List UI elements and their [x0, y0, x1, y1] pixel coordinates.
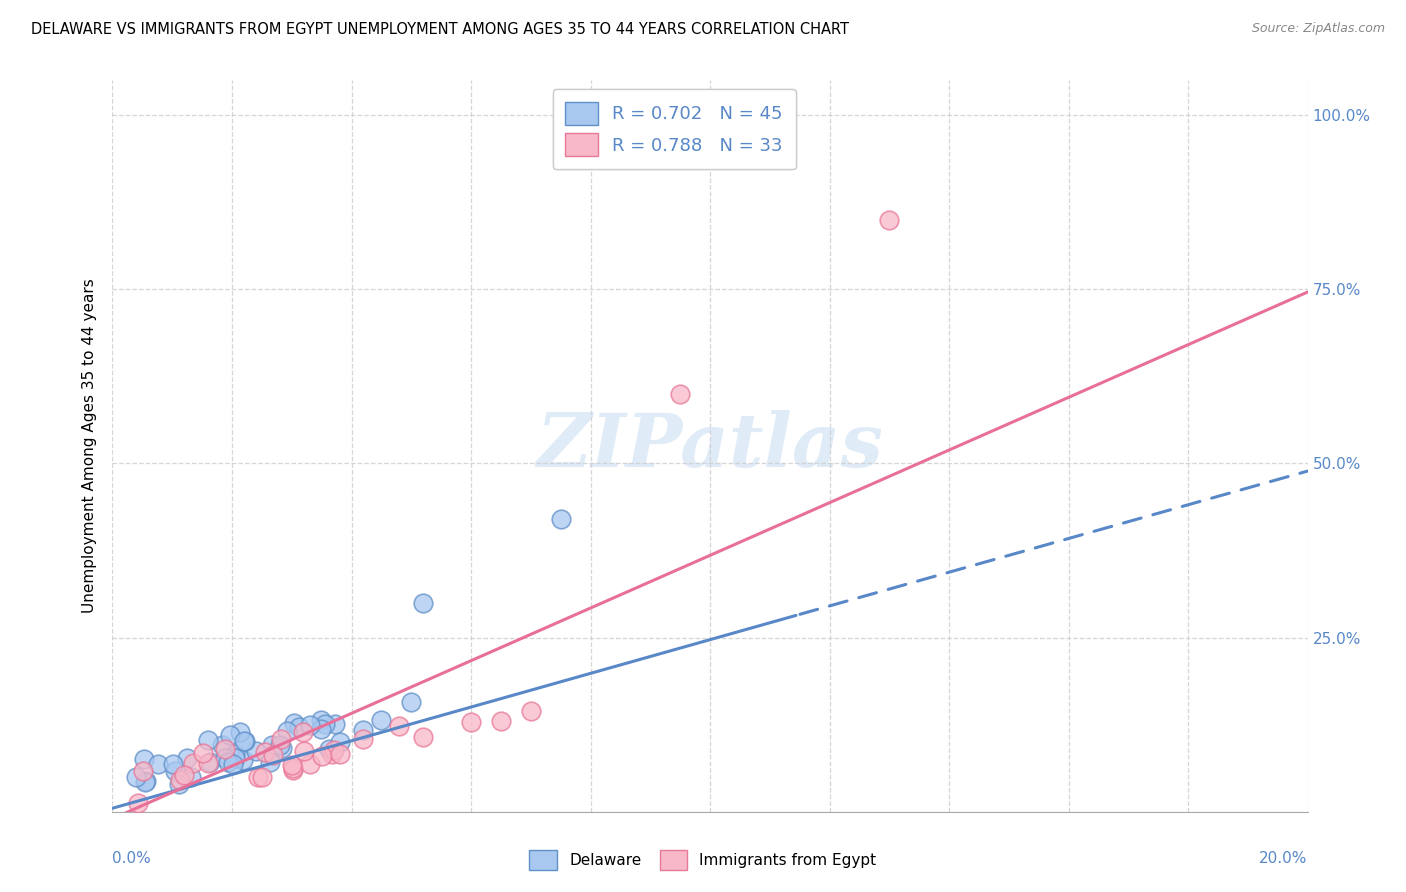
Point [321, 747, 343, 761]
Point [148, 756, 170, 771]
Point [270, 732, 292, 747]
Point [180, 770, 202, 784]
Point [197, 732, 219, 747]
Point [131, 764, 153, 778]
Text: 0.0%: 0.0% [112, 851, 152, 865]
Point [460, 714, 482, 729]
Point [135, 773, 157, 788]
Point [245, 743, 267, 757]
Point [224, 751, 246, 765]
Point [314, 716, 336, 731]
Point [229, 725, 252, 739]
Point [181, 756, 204, 770]
Point [219, 728, 242, 742]
Point [217, 755, 239, 769]
Legend: R = 0.702   N = 45, R = 0.788   N = 33: R = 0.702 N = 45, R = 0.788 N = 33 [553, 89, 796, 169]
Point [401, 695, 423, 709]
Point [311, 749, 333, 764]
Point [283, 716, 305, 731]
Text: 20.0%: 20.0% [1260, 851, 1308, 865]
Point [281, 763, 304, 777]
Point [124, 770, 146, 784]
Point [281, 761, 304, 775]
Point [520, 704, 543, 718]
Text: DELAWARE VS IMMIGRANTS FROM EGYPT UNEMPLOYMENT AMONG AGES 35 TO 44 YEARS CORRELA: DELAWARE VS IMMIGRANTS FROM EGYPT UNEMPL… [31, 22, 849, 37]
Point [259, 755, 281, 769]
Point [173, 768, 195, 782]
Point [233, 734, 256, 748]
Point [270, 741, 292, 756]
Point [269, 739, 291, 753]
Point [412, 730, 434, 744]
Point [291, 725, 314, 739]
Point [224, 747, 246, 762]
Point [176, 751, 198, 765]
Point [246, 770, 269, 784]
Point [163, 764, 186, 778]
Point [298, 756, 321, 771]
Point [353, 731, 375, 746]
Point [879, 212, 901, 227]
Point [222, 757, 245, 772]
Point [669, 386, 692, 401]
Text: Source: ZipAtlas.com: Source: ZipAtlas.com [1251, 22, 1385, 36]
Point [550, 512, 572, 526]
Point [232, 753, 254, 767]
Point [329, 747, 352, 761]
Point [353, 723, 375, 737]
Point [169, 773, 191, 788]
Point [253, 745, 276, 759]
Point [198, 756, 221, 770]
Point [388, 719, 411, 733]
Point [370, 713, 392, 727]
Point [412, 596, 434, 610]
Point [214, 742, 236, 756]
Point [309, 714, 332, 728]
Point [287, 720, 309, 734]
Point [489, 714, 512, 728]
Point [298, 718, 321, 732]
Y-axis label: Unemployment Among Ages 35 to 44 years: Unemployment Among Ages 35 to 44 years [82, 278, 97, 614]
Point [262, 748, 284, 763]
Legend: Delaware, Immigrants from Egypt: Delaware, Immigrants from Egypt [522, 842, 884, 877]
Point [318, 742, 340, 756]
Point [292, 744, 315, 758]
Point [329, 735, 352, 749]
Point [197, 756, 219, 770]
Point [211, 738, 233, 752]
Point [162, 757, 184, 772]
Point [323, 716, 346, 731]
Point [262, 738, 284, 752]
Point [214, 751, 236, 765]
Point [309, 723, 332, 737]
Point [276, 724, 298, 739]
Point [322, 742, 344, 756]
Point [167, 777, 190, 791]
Point [127, 796, 149, 810]
Point [191, 746, 214, 760]
Point [281, 757, 304, 772]
Point [250, 770, 273, 784]
Text: ZIPatlas: ZIPatlas [537, 409, 883, 483]
Point [233, 734, 256, 748]
Point [134, 752, 156, 766]
Point [134, 774, 156, 789]
